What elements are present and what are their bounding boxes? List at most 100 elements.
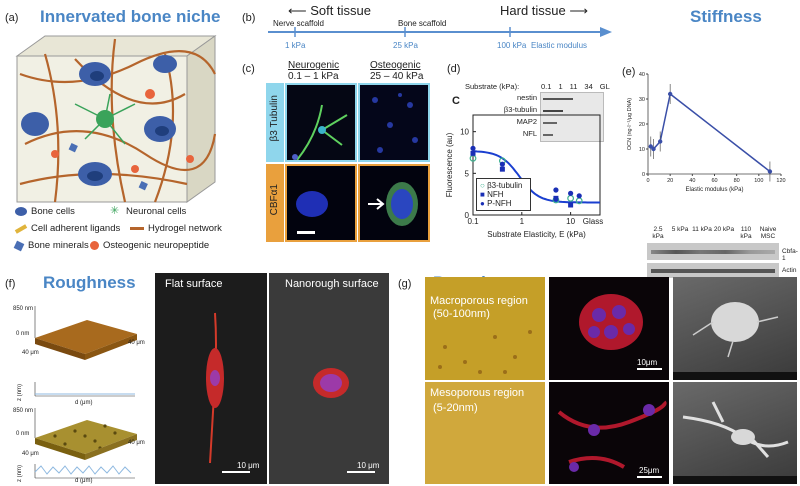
legend-bone-cells-label: Bone cells	[31, 206, 75, 217]
col-1: 1	[558, 82, 563, 91]
legend-p-nfh: ● P-NFH	[480, 199, 527, 208]
spread-cells-image	[557, 400, 667, 472]
chart-d-frame	[472, 114, 601, 216]
ligand-icon	[14, 223, 28, 234]
chart-e-ytick-label: 10	[639, 147, 645, 153]
row-map2: MAP2	[516, 117, 537, 126]
blot-bands	[540, 92, 604, 142]
chart-d-point-p-nfh	[553, 187, 559, 193]
arrow-right-icon: ⟶	[569, 3, 589, 18]
chart-d-point-b3-tubulin	[567, 194, 575, 202]
legend-neuropeptide-label: Osteogenic neuropeptide	[103, 240, 210, 251]
chart-e-point	[657, 139, 663, 144]
panel-c-letter: (c)	[242, 63, 255, 75]
col-11: 11	[569, 82, 578, 91]
col-0-1: 0.1	[541, 82, 552, 91]
sem-info-bar	[673, 372, 797, 380]
soft-tissue-label: ⟵ Soft tissue	[288, 3, 371, 19]
blot-col-4: 20 kPa	[713, 226, 735, 233]
chart-e-xtick-label: 60	[711, 178, 717, 184]
chart-e-xtick-label: 100	[754, 178, 763, 184]
rough-x-axis: 40 μm	[128, 440, 145, 446]
cell-cluster-image	[579, 294, 643, 350]
scale-bar	[222, 471, 250, 473]
chart-d-legend: ○ β3-tubulin ■ NFH ● P-NFH	[476, 178, 531, 211]
row-nestin: nestin	[516, 93, 537, 102]
chart-d-fit-curve	[472, 150, 600, 204]
chart-d-point-nfh	[499, 166, 505, 172]
chart-d-xlabel: Substrate Elasticity, E (kPa)	[487, 230, 586, 239]
legend-neuronal-cells-label: Neuronal cells	[126, 206, 187, 217]
substrate-header: Substrate (kPa):	[465, 82, 520, 91]
nanorough-surface-micrograph: Nanorough surface 10 μm	[269, 273, 389, 484]
hard-tissue-label: Hard tissue ⟶	[500, 3, 588, 19]
hard-tissue-text: Hard tissue	[500, 3, 566, 18]
ocn-vs-modulus-chart: 0 10 20 30 40 0 20 40 60 80 100 120 Elastic modulus …	[627, 72, 786, 193]
chart-e-ytick-label: 20	[639, 122, 645, 128]
chart-e-ytick-label: 30	[639, 97, 645, 103]
micrograph-neurogenic-tubulin	[285, 83, 357, 162]
mesoporous-sem-image	[673, 382, 797, 484]
panel-e-letter: (e)	[622, 66, 636, 78]
spread-cell-image	[313, 368, 349, 398]
neurogenic-label: Neurogenic	[288, 60, 340, 71]
elastic-modulus-axis-arrow	[268, 27, 612, 37]
blot-col-2: 5 kPa	[671, 226, 689, 233]
rough-z-min: 0 nm	[16, 431, 30, 437]
chart-d-point-p-nfh	[470, 145, 476, 151]
osteogenic-label: Osteogenic	[370, 60, 421, 71]
micrograph-osteogenic-tubulin	[358, 83, 430, 162]
macroporous-sem-image	[673, 277, 797, 380]
macro-scale-label: 10μm	[637, 358, 658, 367]
row-beta3-tubulin-bar: β3 Tubulin	[266, 83, 284, 162]
sem-info-bar	[673, 476, 797, 484]
legend-bone-cells: Bone cells	[15, 206, 75, 217]
blot-band-actin	[647, 263, 779, 278]
chart-e-xlabel: Elastic modulus (kPa)	[685, 187, 743, 193]
mesoporous-label: Mesoporous region	[430, 387, 525, 399]
blot-col-5: 110 kPa	[740, 226, 752, 240]
square-icon: ■	[480, 190, 485, 199]
nerve-scaffold-label: Nerve scaffold	[273, 19, 324, 28]
legend-b3-tubulin: ○ β3-tubulin	[480, 181, 527, 190]
circle-open-icon: ○	[480, 181, 485, 190]
rough-d-unit: d (μm)	[75, 478, 93, 484]
osteogenic-range: 25 – 40 kPa	[370, 71, 424, 82]
arrow-left-icon: ⟵	[288, 3, 307, 18]
flat-y-axis: 40 μm	[22, 350, 39, 356]
chart-d-point-nfh	[553, 195, 559, 201]
panel-g-letter: (g)	[398, 278, 412, 290]
chart-e-ylabel: OCN (ng·l⁻¹/μg DNA)	[627, 98, 633, 150]
blot-band-cbfa1	[647, 243, 779, 260]
flat-d-unit: d (μm)	[75, 400, 93, 406]
nucleus-blue-image	[296, 191, 328, 234]
macroporous-range: (50-100nm)	[433, 308, 490, 320]
blot-col-6: Naive MSC	[759, 226, 777, 240]
chart-e-point	[767, 169, 773, 174]
chart-e-point	[667, 91, 673, 97]
legend-hydrogel-label: Hydrogel network	[148, 223, 222, 234]
panel-d-letter: (d)	[447, 63, 461, 75]
flat-z-min: 0 nm	[16, 331, 30, 337]
chart-e-xtick-label: 80	[734, 178, 740, 184]
blot-row-cbfa1: Cbfa-1	[782, 248, 798, 262]
panel-b-letter: (b)	[242, 12, 256, 24]
chart-e-xtick-label: 40	[689, 178, 695, 184]
row-beta3-tubulin-label: β3 Tubulin	[269, 95, 280, 142]
flat-x-axis: 40 μm	[128, 340, 145, 346]
blot-row-labels: nestin β3-tubulin MAP2 NFL	[501, 92, 537, 140]
legend-neuropeptide: Osteogenic neuropeptide	[90, 240, 209, 251]
sem-cell-cluster	[692, 302, 779, 358]
tick-100kpa: 100 kPa	[497, 41, 527, 50]
micrograph-osteogenic-cbfa1	[358, 164, 430, 242]
rough-y-axis: 40 μm	[22, 451, 39, 457]
arrow-right-icon	[368, 198, 385, 210]
chart-e-line	[650, 92, 771, 173]
nuclei-stain-image	[372, 93, 418, 153]
flat-surface-micrograph: Flat surface 10 μm	[155, 273, 267, 484]
legend-ligands-label: Cell adherent ligands	[31, 223, 121, 234]
legend-nfh: ■ NFH	[480, 190, 527, 199]
soft-tissue-text: Soft tissue	[310, 3, 371, 18]
chart-d-xtick-label: 0.1	[467, 217, 479, 226]
nano-scale-label: 10 μm	[357, 461, 380, 470]
